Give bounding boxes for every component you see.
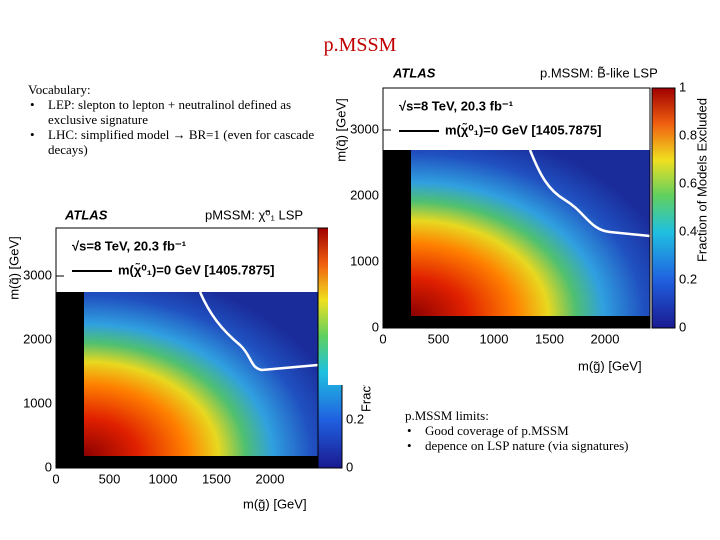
limits-heading: p.MSSM limits: xyxy=(405,408,489,423)
colorbar-tick-label: 0 xyxy=(346,459,353,474)
vocabulary-heading: Vocabulary: xyxy=(28,82,91,97)
x-tick-label: 1000 xyxy=(149,471,178,486)
energy-label: √s=8 TeV, 20.3 fb⁻¹ xyxy=(72,238,186,253)
colorbar-tick-label: 0.6 xyxy=(679,175,697,190)
y-tick-label: 2000 xyxy=(350,187,379,202)
y-tick-label: 0 xyxy=(372,319,379,334)
x-tick-label: 0 xyxy=(52,471,59,486)
vocabulary-item: LHC: simplified model → BR=1 (even for c… xyxy=(28,127,318,157)
vocabulary: Vocabulary: LEP: slepton to lepton + neu… xyxy=(28,82,318,157)
exclusion-contour xyxy=(198,291,319,372)
energy-label: √s=8 TeV, 20.3 fb⁻¹ xyxy=(399,98,513,113)
y-tick-label: 2000 xyxy=(23,331,52,346)
y-tick-label: 3000 xyxy=(350,121,379,136)
x-axis-label: m(g̃) [GeV] xyxy=(243,496,307,511)
x-tick-label: 2000 xyxy=(256,471,285,486)
colorbar-tick-label: 0 xyxy=(679,319,686,334)
x-tick-label: 0 xyxy=(379,331,386,346)
heatmap xyxy=(84,292,318,456)
y-tick-label: 1000 xyxy=(350,253,379,268)
x-axis-label: m(g̃) [GeV] xyxy=(578,358,642,373)
limits-item: depence on LSP nature (via signatures) xyxy=(405,438,715,453)
colorbar xyxy=(651,87,676,329)
colorbar-tick-label: 0.2 xyxy=(346,411,364,426)
legend-label: m(χ̃⁰₁)=0 GeV [1405.7875] xyxy=(118,262,274,277)
legend-box xyxy=(56,228,318,292)
colorbar-tick-label: 1 xyxy=(679,79,686,94)
model-label: pMSSM: χ̃⁰₁ LSP xyxy=(205,207,303,222)
x-tick-label: 1500 xyxy=(202,471,231,486)
limits: p.MSSM limits: Good coverage of p.MSSM d… xyxy=(405,408,715,453)
legend-label: m(χ̃⁰₁)=0 GeV [1405.7875] xyxy=(445,122,601,137)
y-axis-label: m(q̃) [GeV] xyxy=(6,236,21,300)
y-tick-label: 0 xyxy=(45,459,52,474)
atlas-label: ATLAS xyxy=(392,65,436,80)
x-tick-label: 2000 xyxy=(591,331,620,346)
x-tick-label: 500 xyxy=(428,331,450,346)
vocabulary-list: LEP: slepton to lepton + neutralinol def… xyxy=(28,97,318,157)
limits-item: Good coverage of p.MSSM xyxy=(405,423,715,438)
legend-box xyxy=(383,88,650,150)
plot-back: ATLAS p.MSSM: B̃-like LSP √s=8 TeV, 20.3 f… xyxy=(328,60,709,385)
limits-list: Good coverage of p.MSSM depence on LSP n… xyxy=(405,423,715,453)
colorbar-label: Fraction of Models Excluded xyxy=(694,98,709,262)
y-tick-label: 1000 xyxy=(23,395,52,410)
x-tick-label: 1000 xyxy=(480,331,509,346)
atlas-label: ATLAS xyxy=(64,207,108,222)
y-axis-label: m(q̃) [GeV] xyxy=(333,98,348,162)
x-tick-label: 1500 xyxy=(535,331,564,346)
vocabulary-item: LEP: slepton to lepton + neutralinol def… xyxy=(28,97,318,127)
y-tick-label: 3000 xyxy=(23,267,52,282)
x-tick-label: 500 xyxy=(99,471,121,486)
plot-frame xyxy=(382,87,651,329)
plot-front: ATLAS pMSSM: χ̃⁰₁ LSP √s=8 TeV, 20.3 fb⁻¹ m… xyxy=(6,207,373,511)
model-label: p.MSSM: B̃-like LSP xyxy=(540,65,658,80)
exclusion-contour xyxy=(528,149,651,238)
colorbar-tick-label: 0.4 xyxy=(679,223,697,238)
slide-title: p.MSSM xyxy=(323,34,397,56)
colorbar-tick-label: 0.8 xyxy=(679,127,697,142)
colorbar-tick-label: 0.2 xyxy=(679,271,697,286)
